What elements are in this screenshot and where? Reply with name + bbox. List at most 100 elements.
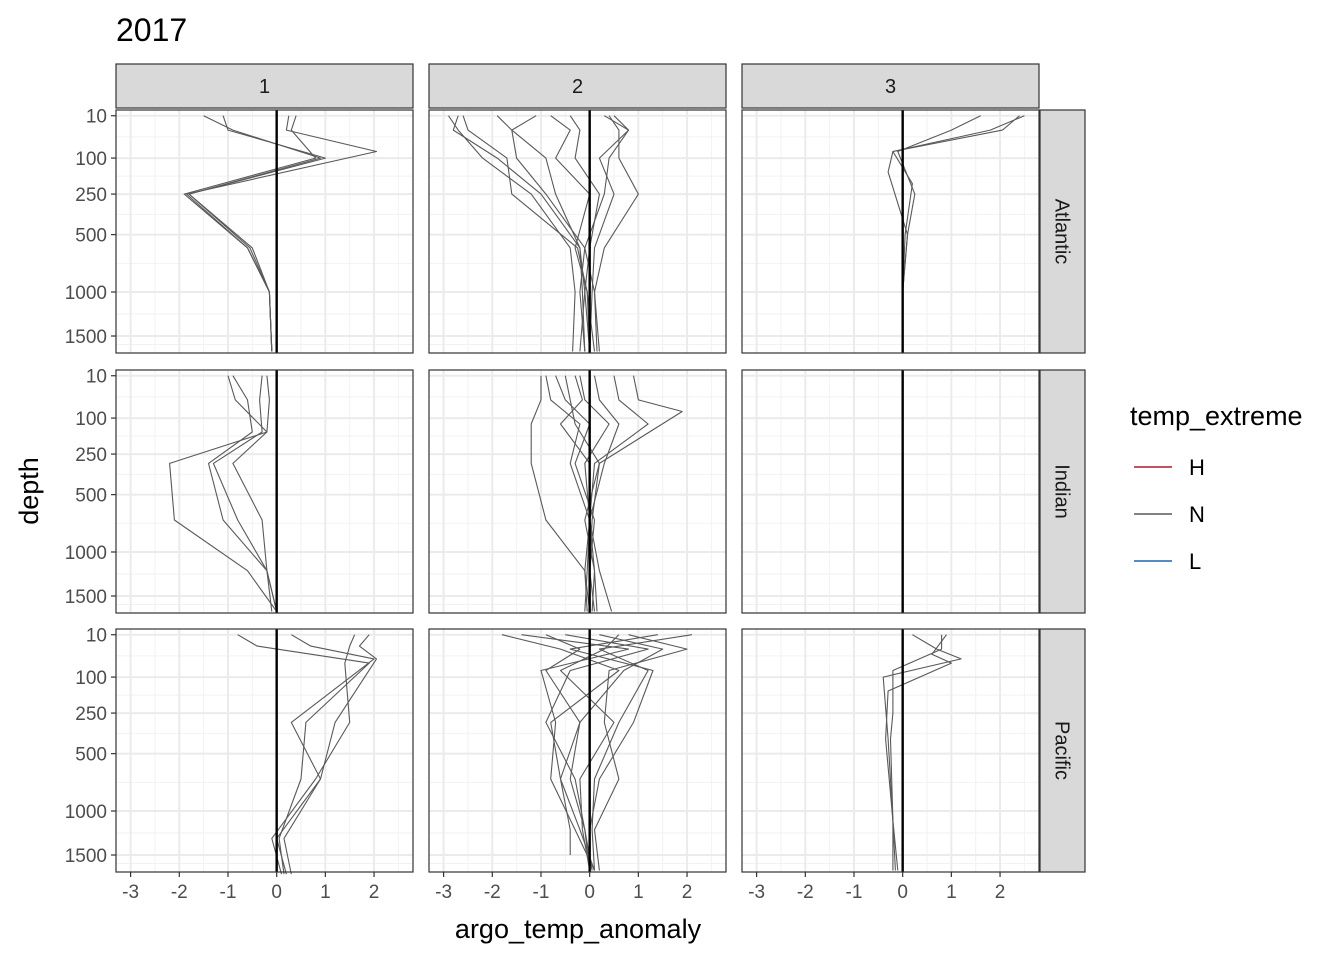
y-tick-label: 10 bbox=[86, 107, 107, 128]
profile-line bbox=[169, 375, 278, 612]
x-tick-label: 2 bbox=[995, 882, 1006, 903]
panel-border bbox=[428, 109, 727, 354]
profile-line bbox=[271, 634, 356, 875]
facet-panels: 1 2 3AtlanticIndianPacific1010025050010001… bbox=[65, 63, 1086, 903]
x-tick-label: -3 bbox=[748, 882, 765, 903]
facet-strip-col-label: 3 bbox=[885, 76, 896, 98]
panel-background bbox=[742, 110, 1039, 353]
x-tick-label: -2 bbox=[171, 882, 188, 903]
profile-line bbox=[521, 634, 630, 871]
facet-strip-row-indian bbox=[1039, 369, 1086, 614]
panel-indian-2 bbox=[428, 369, 727, 614]
x-tick-label: 0 bbox=[897, 882, 908, 903]
y-axis-title: depth bbox=[14, 457, 44, 525]
x-tick-label: -3 bbox=[435, 882, 452, 903]
profile-line bbox=[452, 115, 586, 352]
panel-background bbox=[742, 370, 1039, 613]
y-tick-label: 100 bbox=[75, 409, 107, 430]
panel-border bbox=[115, 369, 414, 614]
panel-background bbox=[429, 110, 726, 353]
profile-line bbox=[569, 115, 600, 352]
y-tick-label: 1000 bbox=[65, 543, 107, 564]
panel-background bbox=[429, 629, 726, 872]
legend: temp_extreme HNL bbox=[1130, 401, 1303, 574]
facet-strip-col-label: 2 bbox=[572, 76, 583, 98]
facet-strip-row-pacific bbox=[1039, 628, 1086, 873]
panel-border bbox=[741, 628, 1040, 873]
x-tick-label: 1 bbox=[633, 882, 644, 903]
x-tick-label: -1 bbox=[846, 882, 863, 903]
y-tick-label: 1000 bbox=[65, 802, 107, 823]
profile-line bbox=[183, 115, 317, 352]
panel-pacific-3: -3 -2 -1 0 1 2 bbox=[741, 628, 1040, 903]
panel-border bbox=[741, 109, 1040, 354]
x-axis-title: argo_temp_anomaly bbox=[455, 914, 702, 944]
legend-label-l: L bbox=[1189, 549, 1201, 574]
panel-border bbox=[428, 628, 727, 873]
panel-background bbox=[429, 370, 726, 613]
facet-strip-row-label: Pacific bbox=[1051, 721, 1073, 780]
legend-title: temp_extreme bbox=[1130, 401, 1303, 431]
panel-atlantic-3 bbox=[741, 109, 1040, 354]
profile-line bbox=[448, 115, 576, 352]
panel-background bbox=[116, 110, 413, 353]
panel-indian-3 bbox=[741, 369, 1040, 614]
legend-label-n: N bbox=[1189, 502, 1205, 527]
x-tick-label: 1 bbox=[320, 882, 331, 903]
profile-line bbox=[283, 634, 378, 875]
y-tick-label: 500 bbox=[75, 486, 107, 507]
profile-line bbox=[889, 634, 943, 871]
profile-line bbox=[584, 375, 683, 612]
y-tick-label: 100 bbox=[75, 668, 107, 689]
panel-indian-1: 10 100 250 500 1000 1500 bbox=[65, 367, 414, 614]
facet-strip-col-1 bbox=[115, 63, 414, 109]
x-tick-label: 1 bbox=[946, 882, 957, 903]
y-tick-label: 1500 bbox=[65, 846, 107, 867]
panel-background bbox=[116, 629, 413, 872]
x-tick-label: -2 bbox=[797, 882, 814, 903]
x-tick-label: -1 bbox=[533, 882, 550, 903]
panel-pacific-2: -3 -2 -1 0 1 2 bbox=[428, 628, 727, 903]
profile-line bbox=[593, 634, 688, 871]
y-tick-label: 500 bbox=[75, 226, 107, 247]
facet-strip-row-label: Atlantic bbox=[1051, 199, 1073, 265]
x-tick-label: -1 bbox=[220, 882, 237, 903]
y-tick-label: 250 bbox=[75, 704, 107, 725]
legend-label-h: H bbox=[1189, 455, 1205, 480]
y-tick-label: 500 bbox=[75, 745, 107, 766]
panel-pacific-1: 10 100 250 500 1000 1500 -3 -2 -1 0 1 2 bbox=[65, 626, 414, 903]
profile-line bbox=[232, 375, 273, 612]
profile-line bbox=[589, 375, 649, 612]
facet-strip-col-2 bbox=[428, 63, 727, 109]
y-tick-label: 100 bbox=[75, 149, 107, 170]
panel-atlantic-2 bbox=[428, 109, 727, 354]
x-tick-label: -2 bbox=[484, 882, 501, 903]
panel-border bbox=[741, 369, 1040, 614]
y-tick-label: 250 bbox=[75, 445, 107, 466]
profile-line bbox=[501, 634, 620, 855]
chart-title: 2017 bbox=[116, 12, 187, 48]
panel-border bbox=[428, 369, 727, 614]
y-tick-label: 1000 bbox=[65, 283, 107, 304]
x-tick-label: -3 bbox=[122, 882, 139, 903]
facet-strip-row-atlantic bbox=[1039, 109, 1086, 354]
panel-atlantic-1: 10 100 250 500 1000 1500 bbox=[65, 107, 414, 354]
y-tick-label: 1500 bbox=[65, 587, 107, 608]
panel-background bbox=[116, 370, 413, 613]
profile-line bbox=[584, 115, 630, 352]
facet-strip-col-3 bbox=[741, 63, 1040, 109]
profile-line bbox=[545, 375, 591, 612]
y-tick-label: 10 bbox=[86, 626, 107, 647]
x-tick-label: 0 bbox=[584, 882, 595, 903]
panel-border bbox=[115, 109, 414, 354]
facet-strip-row-label: Indian bbox=[1051, 464, 1073, 519]
x-tick-label: 2 bbox=[369, 882, 380, 903]
y-tick-label: 10 bbox=[86, 367, 107, 388]
y-tick-label: 250 bbox=[75, 185, 107, 206]
x-tick-label: 2 bbox=[682, 882, 693, 903]
x-tick-label: 0 bbox=[271, 882, 282, 903]
profile-line bbox=[545, 634, 593, 871]
profile-line bbox=[237, 634, 370, 875]
y-tick-label: 1500 bbox=[65, 327, 107, 348]
